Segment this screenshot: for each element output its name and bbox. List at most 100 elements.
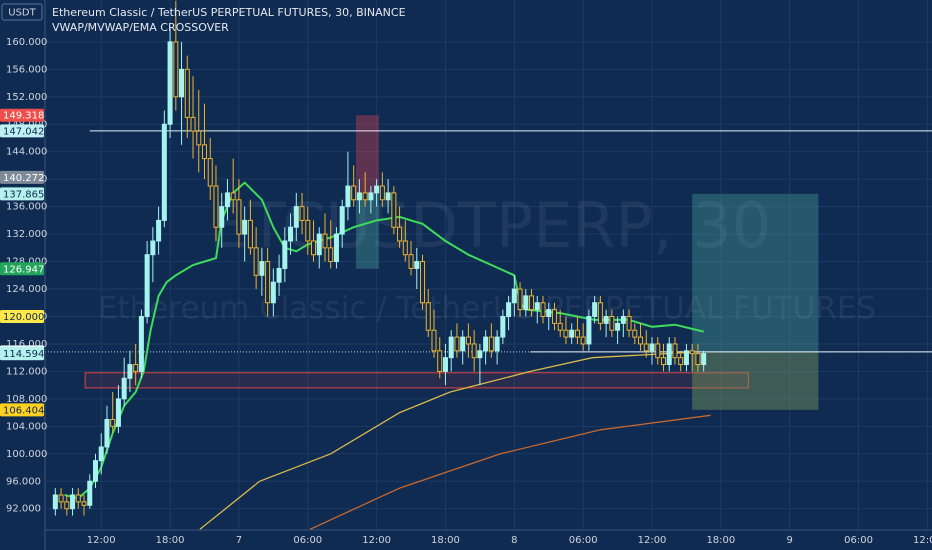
indicator-name: VWAP/MVWAP/EMA CROSSOVER — [52, 21, 229, 34]
candle-body — [179, 68, 185, 98]
y-tick-label: 128.000 — [6, 257, 47, 268]
candle-body — [391, 192, 397, 228]
candle-body — [379, 185, 385, 201]
currency-box[interactable] — [1, 3, 43, 21]
candle-body — [190, 116, 196, 132]
candle-body — [385, 192, 391, 201]
price-tag-label: 114.594 — [3, 349, 44, 360]
candle-body — [207, 158, 213, 187]
candle-body — [70, 494, 76, 510]
candle-body — [138, 315, 144, 372]
x-tick-label: 9 — [787, 535, 793, 546]
candle-body — [517, 288, 523, 311]
candle-body — [586, 315, 592, 345]
price-tag — [0, 124, 44, 138]
price-tag-label: 137.865 — [3, 189, 44, 200]
plot-area — [45, 0, 932, 530]
candle-body — [408, 254, 414, 269]
chart-title: Ethereum Classic / TetherUS PERPETUAL FU… — [52, 6, 406, 19]
x-tick-label: 12:00 — [913, 535, 932, 546]
y-tick-label: 108.000 — [6, 394, 47, 405]
y-tick-label: 124.000 — [6, 284, 47, 295]
candle-body — [460, 336, 466, 352]
candle-body — [500, 315, 506, 338]
x-tick-label: 06:00 — [293, 535, 322, 546]
candle-body — [282, 240, 288, 269]
candle-body — [414, 261, 420, 269]
currency: USDT — [8, 8, 36, 19]
candle-body — [420, 261, 426, 304]
price-tag — [0, 309, 44, 323]
price-tag — [0, 262, 44, 276]
watermark: ETCUSDTPERP, 30 — [209, 189, 771, 262]
candle-body — [299, 206, 305, 221]
candle-body — [431, 329, 437, 352]
y-tick-label: 144.000 — [6, 147, 47, 158]
price-tag — [0, 347, 44, 361]
candle-body — [288, 226, 294, 242]
y-tick-label: 96.000 — [6, 476, 41, 487]
candle-body — [494, 336, 500, 352]
candle-body — [442, 357, 448, 372]
x-tick-label: 18:00 — [706, 535, 735, 546]
candle-body — [52, 494, 58, 510]
indicator-line — [309, 414, 711, 530]
candle-body — [58, 494, 64, 503]
candle-body — [253, 247, 259, 276]
candle-body — [213, 185, 219, 228]
candle-body — [649, 343, 655, 352]
y-tick-label: 136.000 — [6, 202, 47, 213]
candle-body — [643, 343, 649, 352]
x-tick-label: 7 — [236, 535, 242, 546]
candle-body — [184, 68, 190, 118]
candle-body — [293, 206, 299, 228]
candle-body — [454, 336, 460, 352]
x-tick-label: 12:00 — [638, 535, 667, 546]
candle-body — [506, 302, 512, 317]
price-tag — [0, 170, 44, 184]
candle-body — [305, 219, 311, 242]
candle-body — [64, 501, 70, 510]
candle-body — [133, 364, 139, 372]
candle-body — [477, 350, 483, 359]
candle-body — [638, 336, 644, 345]
price-tag-label: 147.042 — [3, 126, 44, 137]
position-stop — [355, 115, 379, 194]
candle-body — [219, 206, 225, 228]
candle-body — [311, 240, 317, 256]
candle-body — [695, 353, 701, 366]
x-tick-label: 18:00 — [156, 535, 185, 546]
position-stop — [692, 351, 819, 410]
candle-body — [81, 501, 87, 506]
price-tag-label: 106.404 — [3, 405, 44, 416]
candle-body — [402, 240, 408, 256]
candle-body — [259, 261, 265, 276]
candle-body — [574, 329, 580, 338]
candle-body — [529, 295, 535, 311]
indicator-line — [199, 351, 693, 530]
candle-body — [230, 192, 236, 201]
candle-body — [322, 233, 328, 249]
candle-body — [247, 219, 253, 249]
price-tag-label: 126.947 — [3, 264, 44, 275]
position-target — [355, 193, 379, 269]
candle-body — [167, 41, 173, 125]
candle-body — [150, 240, 156, 256]
candle-body — [534, 302, 540, 311]
y-tick-label: 160.000 — [6, 37, 47, 48]
candle-body — [265, 261, 271, 304]
candle-body — [678, 357, 684, 366]
candle-body — [569, 329, 575, 338]
candle-body — [488, 336, 494, 352]
x-tick-label: 18:00 — [431, 535, 460, 546]
candle-body — [362, 192, 368, 201]
candle-body — [397, 226, 403, 242]
candle-body — [333, 233, 339, 263]
candle-body — [161, 123, 167, 221]
candle-body — [609, 315, 615, 331]
candle-body — [551, 309, 557, 324]
candle-body — [425, 302, 431, 331]
candle-body — [110, 418, 116, 427]
candle-body — [666, 343, 672, 366]
